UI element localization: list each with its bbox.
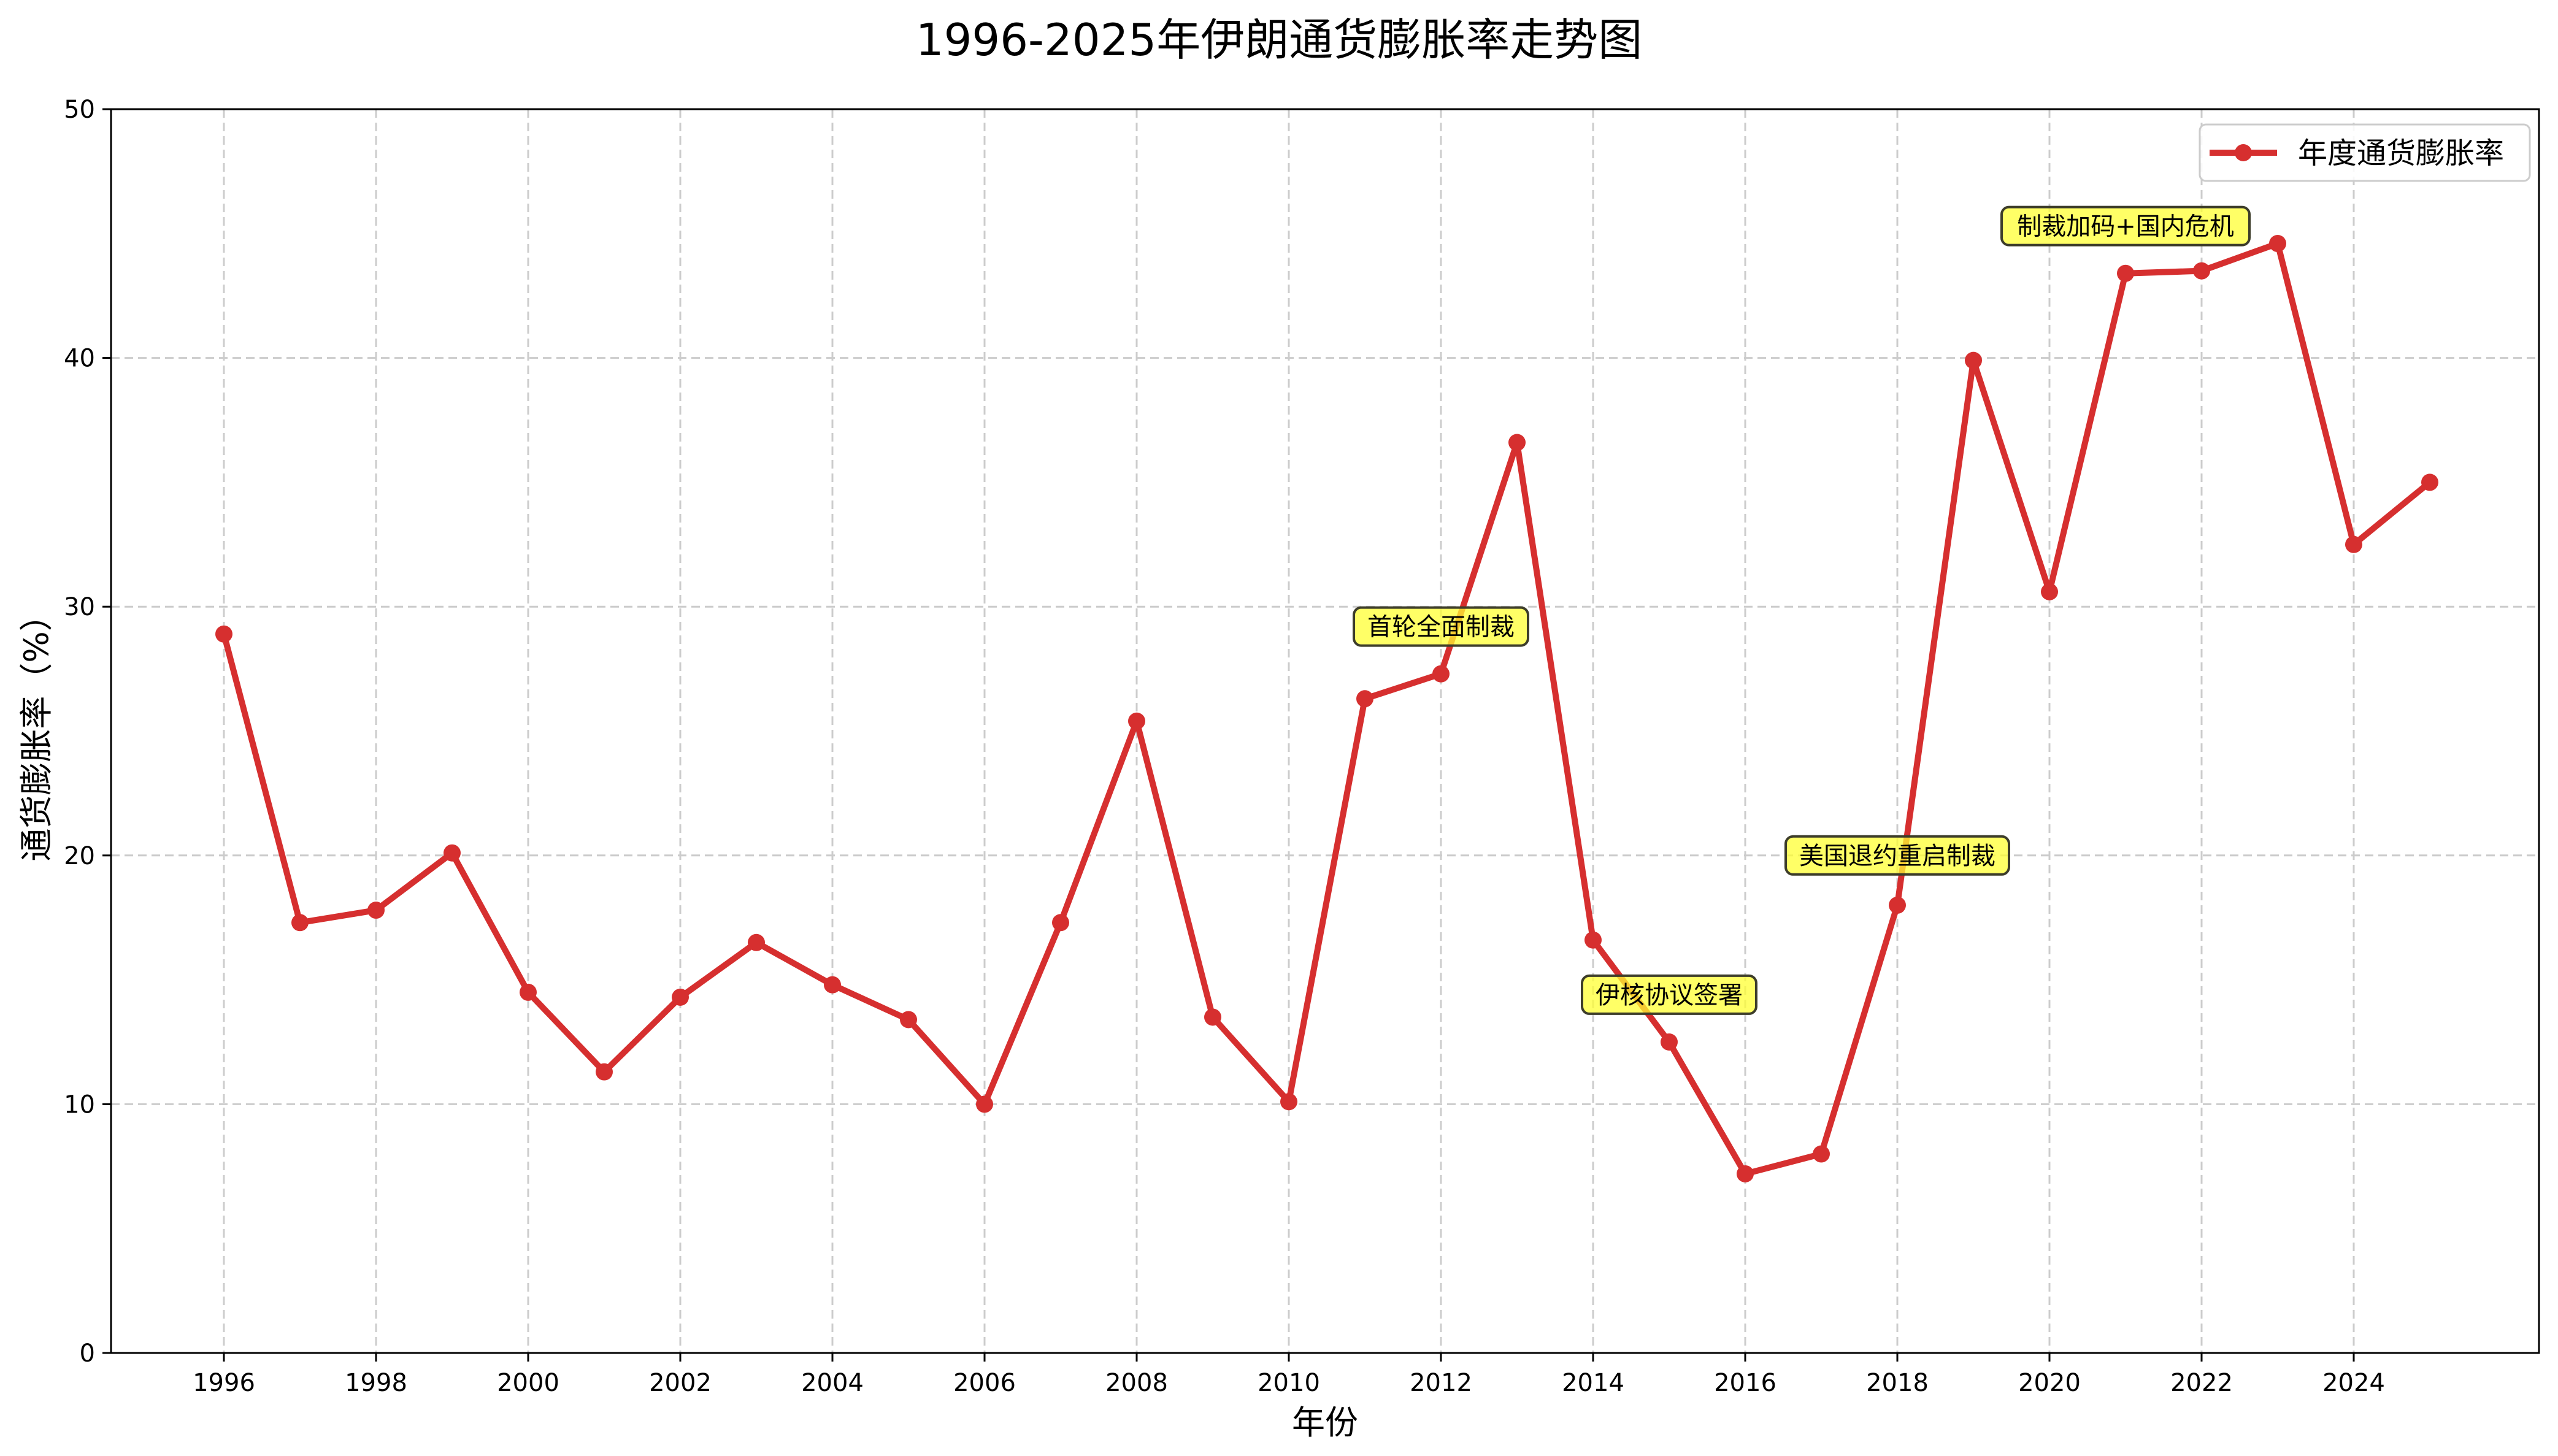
x-tick-label: 1998 <box>345 1369 407 1397</box>
data-point-marker <box>1128 712 1145 730</box>
data-point-marker <box>748 933 765 951</box>
data-point-marker <box>1889 896 1906 914</box>
x-tick-label: 2020 <box>2018 1369 2081 1397</box>
x-tick-label: 2018 <box>1866 1369 1929 1397</box>
x-tick-label: 2022 <box>2170 1369 2233 1397</box>
data-point-marker <box>444 844 461 862</box>
x-tick-label: 2006 <box>953 1369 1016 1397</box>
data-point-marker <box>596 1063 613 1081</box>
data-point-marker <box>1356 690 1373 708</box>
annotation-label: 首轮全面制裁 <box>1367 613 1515 642</box>
plot-frame <box>110 108 2540 1354</box>
legend-label: 年度通货膨胀率 <box>2298 136 2504 171</box>
grid-lines <box>111 109 2539 1353</box>
data-point-marker <box>1052 914 1069 932</box>
data-point-marker <box>291 914 309 932</box>
y-tick-label: 50 <box>64 96 95 124</box>
x-tick-label: 1996 <box>193 1369 255 1397</box>
data-point-marker <box>1508 434 1526 451</box>
x-axis-label: 年份 <box>1292 1403 1358 1442</box>
annotation-box: 首轮全面制裁 <box>1353 606 1529 647</box>
data-point-marker <box>2041 583 2058 600</box>
data-point-marker <box>900 1011 917 1029</box>
data-point-marker <box>2421 473 2438 491</box>
data-point-marker <box>976 1095 993 1113</box>
annotation-label: 伊核协议签署 <box>1596 981 1743 1010</box>
x-tick-label: 2016 <box>1714 1369 1776 1397</box>
data-point-marker <box>2117 264 2134 282</box>
data-point-marker <box>2269 235 2286 253</box>
data-point-marker <box>1661 1033 1678 1051</box>
data-point-marker <box>215 625 232 643</box>
legend: 年度通货膨胀率 <box>2199 123 2531 182</box>
axes: 1996 1998 2000 2002 2004 2006 2008 2010 2012 2014… <box>64 96 2540 1397</box>
data-point-marker <box>824 976 841 994</box>
annotation-label: 美国退约重启制裁 <box>1799 842 1995 870</box>
chart-title: 1996-2025年伊朗通货膨胀率走势图 <box>916 14 1642 66</box>
data-point-marker <box>672 988 689 1006</box>
y-axis-label: 通货膨胀率（%） <box>17 598 56 861</box>
x-tick-label: 2014 <box>1562 1369 1624 1397</box>
y-tick-label: 40 <box>64 345 95 373</box>
x-tick-label: 2000 <box>497 1369 559 1397</box>
data-point-marker <box>520 983 537 1001</box>
annotation-box: 伊核协议签署 <box>1581 974 1757 1015</box>
y-tick-label: 30 <box>64 593 95 621</box>
data-point-marker <box>1280 1093 1297 1111</box>
legend-box <box>2199 123 2531 182</box>
data-point-marker <box>367 902 385 919</box>
annotation-box: 美国退约重启制裁 <box>1784 835 2010 876</box>
data-point-marker <box>2345 535 2362 553</box>
x-tick-label: 2004 <box>801 1369 864 1397</box>
annotation-box: 制裁加码+国内危机 <box>2000 205 2251 247</box>
y-tick-label: 0 <box>80 1339 95 1368</box>
x-tick-label: 2010 <box>1258 1369 1320 1397</box>
y-tick-label: 20 <box>64 842 95 870</box>
data-point-marker <box>1813 1145 1830 1163</box>
x-tick-label: 2008 <box>1105 1369 1168 1397</box>
series-line <box>221 240 2432 1177</box>
data-point-marker <box>2193 262 2210 280</box>
series-inflation-rate <box>215 235 2438 1182</box>
data-point-marker <box>1737 1165 1754 1182</box>
data-point-marker <box>1204 1008 1221 1026</box>
data-point-marker <box>1584 931 1602 949</box>
y-tick-label: 10 <box>64 1090 95 1119</box>
data-point-marker <box>1432 665 1450 683</box>
x-tick-label: 2012 <box>1410 1369 1472 1397</box>
x-tick-label: 2024 <box>2322 1369 2385 1397</box>
data-point-marker <box>1965 351 1982 369</box>
legend-marker-icon <box>2235 144 2252 161</box>
annotation-label: 制裁加码+国内危机 <box>2017 213 2234 241</box>
x-tick-label: 2002 <box>649 1369 712 1397</box>
